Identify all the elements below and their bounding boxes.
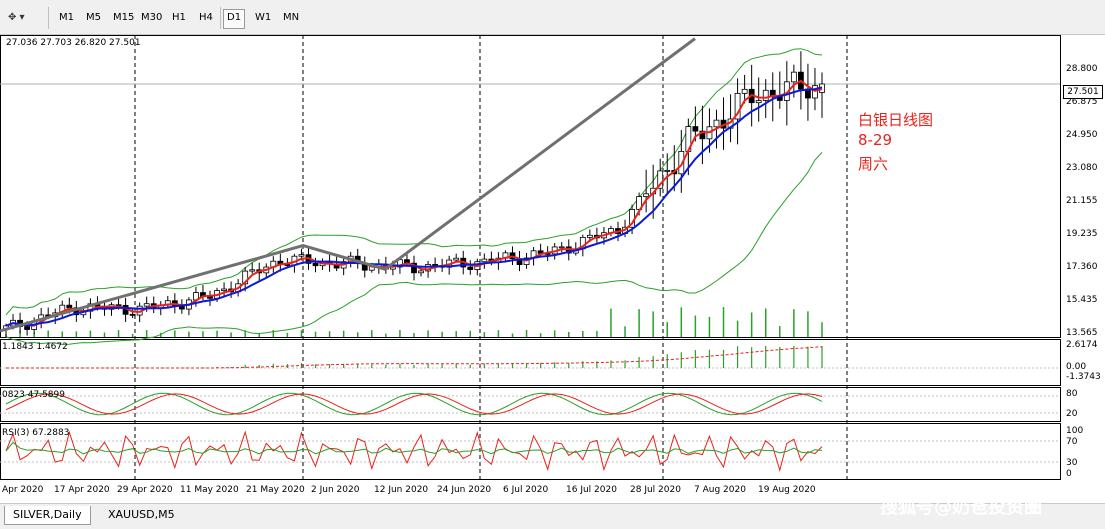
candle-body (453, 257, 460, 261)
bollinger-lower (5, 152, 823, 346)
date-tick: 21 May 2020 (246, 485, 305, 495)
price-tick: 13.565 (1066, 328, 1098, 338)
tf-d1-button[interactable]: D1 (223, 9, 246, 29)
rsi-pane (0, 423, 1061, 480)
stoch-d-line (5, 393, 823, 415)
candle-body (664, 169, 671, 172)
candle-body (411, 262, 417, 274)
date-tick: 6 Jul 2020 (503, 485, 549, 495)
candle-body (790, 71, 797, 83)
candle-body (24, 326, 31, 330)
macd-tick: 2.6174 (1066, 340, 1098, 350)
macd-signal-line (6, 346, 823, 369)
stoch-pane (0, 387, 1061, 422)
candle-body (586, 234, 593, 238)
stoch-k-line (5, 392, 823, 416)
candle-body (678, 150, 685, 175)
tf-m5-button[interactable]: M5 (86, 12, 101, 23)
candle-body (221, 288, 227, 291)
date-tick: 28 Jul 2020 (630, 485, 681, 495)
chart-tabs: SILVER,Daily XAUUSD,M5 (0, 503, 1105, 529)
line-tools-icon[interactable]: ✥ ▾ (8, 12, 25, 23)
rsi-line (5, 430, 823, 472)
price-tick: 19.235 (1066, 229, 1098, 239)
candle-body (741, 88, 748, 94)
tab-xauusd-m5[interactable]: XAUUSD,M5 (108, 508, 175, 521)
tab-silver-daily[interactable]: SILVER,Daily (4, 506, 91, 525)
price-tick: 28.800 (1066, 64, 1098, 74)
candle-body (657, 170, 664, 189)
tf-w1-button[interactable]: W1 (255, 12, 272, 23)
date-tick: 24 Jun 2020 (437, 485, 492, 495)
rsi-tick: 30 (1066, 458, 1078, 468)
date-tick: 12 Jun 2020 (374, 485, 429, 495)
annotation-weekday: 周六 (858, 155, 889, 173)
toolbar-separator (48, 7, 49, 29)
macd-tick: -1.3743 (1066, 372, 1101, 382)
timeframe-toolbar: ✥ ▾ M1 M5 M15 M30 H1 H4 D1 W1 MN (0, 0, 1105, 35)
tf-m30-button[interactable]: M30 (141, 12, 163, 23)
watermark: 搜狐号@奶爸投资圈 (880, 497, 1042, 518)
candle-body (762, 89, 769, 101)
tf-m1-button[interactable]: M1 (59, 12, 74, 23)
main-pane-frame (0, 35, 1061, 338)
price-tick: 21.155 (1066, 196, 1098, 206)
candle-body (699, 130, 706, 140)
stoch-tick: 20 (1066, 409, 1078, 419)
price-tick: 17.360 (1066, 262, 1098, 272)
tf-h1-button[interactable]: H1 (172, 12, 186, 23)
rsi-label: RSI(3) 67.2883 (2, 428, 70, 438)
candle-body (418, 270, 424, 274)
date-tick: 2 Jun 2020 (311, 485, 360, 495)
candle-body (249, 269, 256, 272)
current-price-label: 27.501 (1063, 85, 1103, 99)
candle-body (143, 303, 150, 307)
date-tick: 17 Apr 2020 (54, 485, 110, 495)
date-tick: 7 Aug 2020 (694, 485, 746, 495)
candle-body (298, 254, 305, 257)
date-tick: 16 Jul 2020 (566, 485, 617, 495)
rsi-tick: 0 (1066, 469, 1072, 479)
date-tick: 19 Aug 2020 (758, 485, 816, 495)
macd-label: 1.1843 1.4672 (2, 342, 68, 352)
candle-body (713, 119, 720, 128)
stoch-label: 0823 47.5899 (2, 390, 65, 400)
ohlc-readout: 27.036 27.703 26.820 27.501 (6, 38, 141, 48)
stoch-tick: 80 (1066, 389, 1078, 399)
candle-body (734, 92, 741, 120)
annotation-title: 白银日线图 (858, 111, 934, 129)
macd-tick: 0.00 (1066, 362, 1087, 372)
rsi-tick: 100 (1066, 426, 1084, 436)
price-tick: 15.435 (1066, 295, 1098, 305)
macd-pane (0, 339, 1061, 386)
price-tick: 23.080 (1066, 163, 1098, 173)
date-tick: 11 May 2020 (180, 485, 239, 495)
candle-body (242, 270, 249, 285)
candle-body (755, 100, 762, 104)
candle-body (643, 193, 650, 197)
toolbar-separator (220, 7, 221, 29)
tf-mn-button[interactable]: MN (283, 12, 300, 23)
candle-body (558, 246, 565, 249)
candle-body (66, 304, 73, 309)
candle-body (467, 266, 474, 270)
ma-fast-line (5, 79, 823, 327)
tf-h4-button[interactable]: H4 (199, 12, 213, 23)
ma-slow-line (5, 86, 823, 327)
candle-body (692, 126, 699, 132)
tf-m15-button[interactable]: M15 (113, 12, 135, 23)
annotation-date: 8-29 (858, 131, 893, 149)
rsi-signal-line (5, 441, 823, 455)
candle-body (481, 258, 488, 263)
candle-body (312, 262, 319, 267)
trendline (0, 37, 696, 333)
date-tick: Apr 2020 (2, 485, 44, 495)
candle-body (129, 313, 136, 316)
price-tick: 26.875 (1066, 97, 1098, 107)
date-tick: 29 Apr 2020 (117, 485, 173, 495)
rsi-tick: 70 (1066, 437, 1078, 447)
price-tick: 24.950 (1066, 130, 1098, 140)
